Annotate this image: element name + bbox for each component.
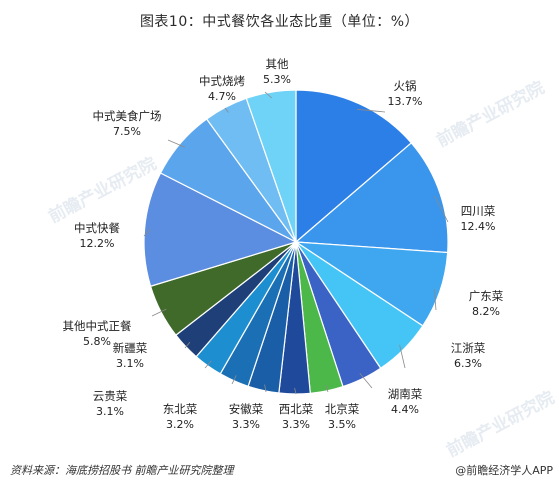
leader-line bbox=[264, 91, 273, 99]
slice-label: 北京菜 bbox=[325, 402, 360, 416]
leader-line bbox=[151, 308, 167, 317]
slice-value-label: 4.4% bbox=[391, 403, 419, 416]
slice-value-label: 3.2% bbox=[166, 418, 194, 431]
slice-label: 广东菜 bbox=[469, 289, 504, 303]
slice-label: 东北菜 bbox=[163, 402, 198, 416]
slice-label: 其他 bbox=[266, 57, 289, 71]
leader-line bbox=[224, 107, 229, 113]
slice-value-label: 7.5% bbox=[113, 125, 141, 138]
pie-slices bbox=[143, 89, 449, 395]
leader-line bbox=[433, 288, 437, 311]
leader-line bbox=[399, 344, 406, 369]
leader-line bbox=[294, 387, 297, 395]
slice-value-label: 4.7% bbox=[208, 90, 236, 103]
slice-value-label: 8.2% bbox=[472, 305, 500, 318]
slice-label: 西北菜 bbox=[279, 402, 314, 416]
leader-line bbox=[325, 384, 329, 393]
slice-value-label: 12.4% bbox=[461, 220, 496, 233]
slice-labels: 火锅 13.7% 四川菜 12.4% 广东菜 8.2% 江浙菜 6.3% 湖南菜 4.4% 北京菜 3… bbox=[63, 57, 504, 431]
pie-slice bbox=[295, 89, 413, 244]
slice-label: 四川菜 bbox=[461, 204, 496, 218]
slice-value-label: 3.3% bbox=[282, 418, 310, 431]
slice-label: 安徽菜 bbox=[229, 402, 264, 416]
chart-title: 图表10：中式餐饮各业态比重（单位：%） bbox=[139, 14, 420, 30]
pie-slice bbox=[143, 172, 298, 287]
slice-label: 新疆菜 bbox=[113, 341, 148, 355]
slice-value-label: 5.8% bbox=[83, 335, 111, 348]
slice-label: 其他中式正餐 bbox=[63, 319, 132, 333]
leader-line bbox=[434, 195, 449, 223]
leader-line bbox=[264, 384, 267, 393]
slice-value-label: 6.3% bbox=[454, 357, 482, 370]
leader-line bbox=[204, 360, 212, 369]
leader-line bbox=[184, 342, 191, 349]
slice-label: 中式烧烤 bbox=[199, 74, 245, 88]
slice-label: 江浙菜 bbox=[451, 341, 486, 355]
leader-line bbox=[356, 108, 386, 113]
leader-line bbox=[143, 228, 151, 237]
slice-label: 火锅 bbox=[394, 79, 417, 93]
slice-value-label: 5.3% bbox=[263, 73, 291, 86]
slice-label: 云贵菜 bbox=[93, 389, 128, 403]
leader-line bbox=[359, 373, 373, 389]
leader-line bbox=[231, 375, 237, 385]
pie-slice bbox=[245, 89, 297, 243]
leader-lines bbox=[143, 91, 449, 395]
slice-value-label: 3.1% bbox=[96, 405, 124, 418]
brand-credit: @前瞻经济学人APP bbox=[455, 464, 553, 477]
source-note: 资料来源：海底捞招股书 前瞻产业研究院整理 bbox=[10, 464, 234, 477]
slice-value-label: 3.1% bbox=[116, 357, 144, 370]
slice-label: 中式美食广场 bbox=[93, 109, 162, 123]
slice-label: 中式快餐 bbox=[74, 221, 120, 235]
slice-label: 湖南菜 bbox=[388, 387, 423, 401]
slice-value-label: 13.7% bbox=[388, 95, 423, 108]
slice-value-label: 3.3% bbox=[232, 418, 260, 431]
slice-value-label: 12.2% bbox=[80, 237, 115, 250]
slice-value-label: 3.5% bbox=[328, 418, 356, 431]
leader-line bbox=[167, 139, 186, 148]
pie-slice bbox=[294, 142, 449, 254]
